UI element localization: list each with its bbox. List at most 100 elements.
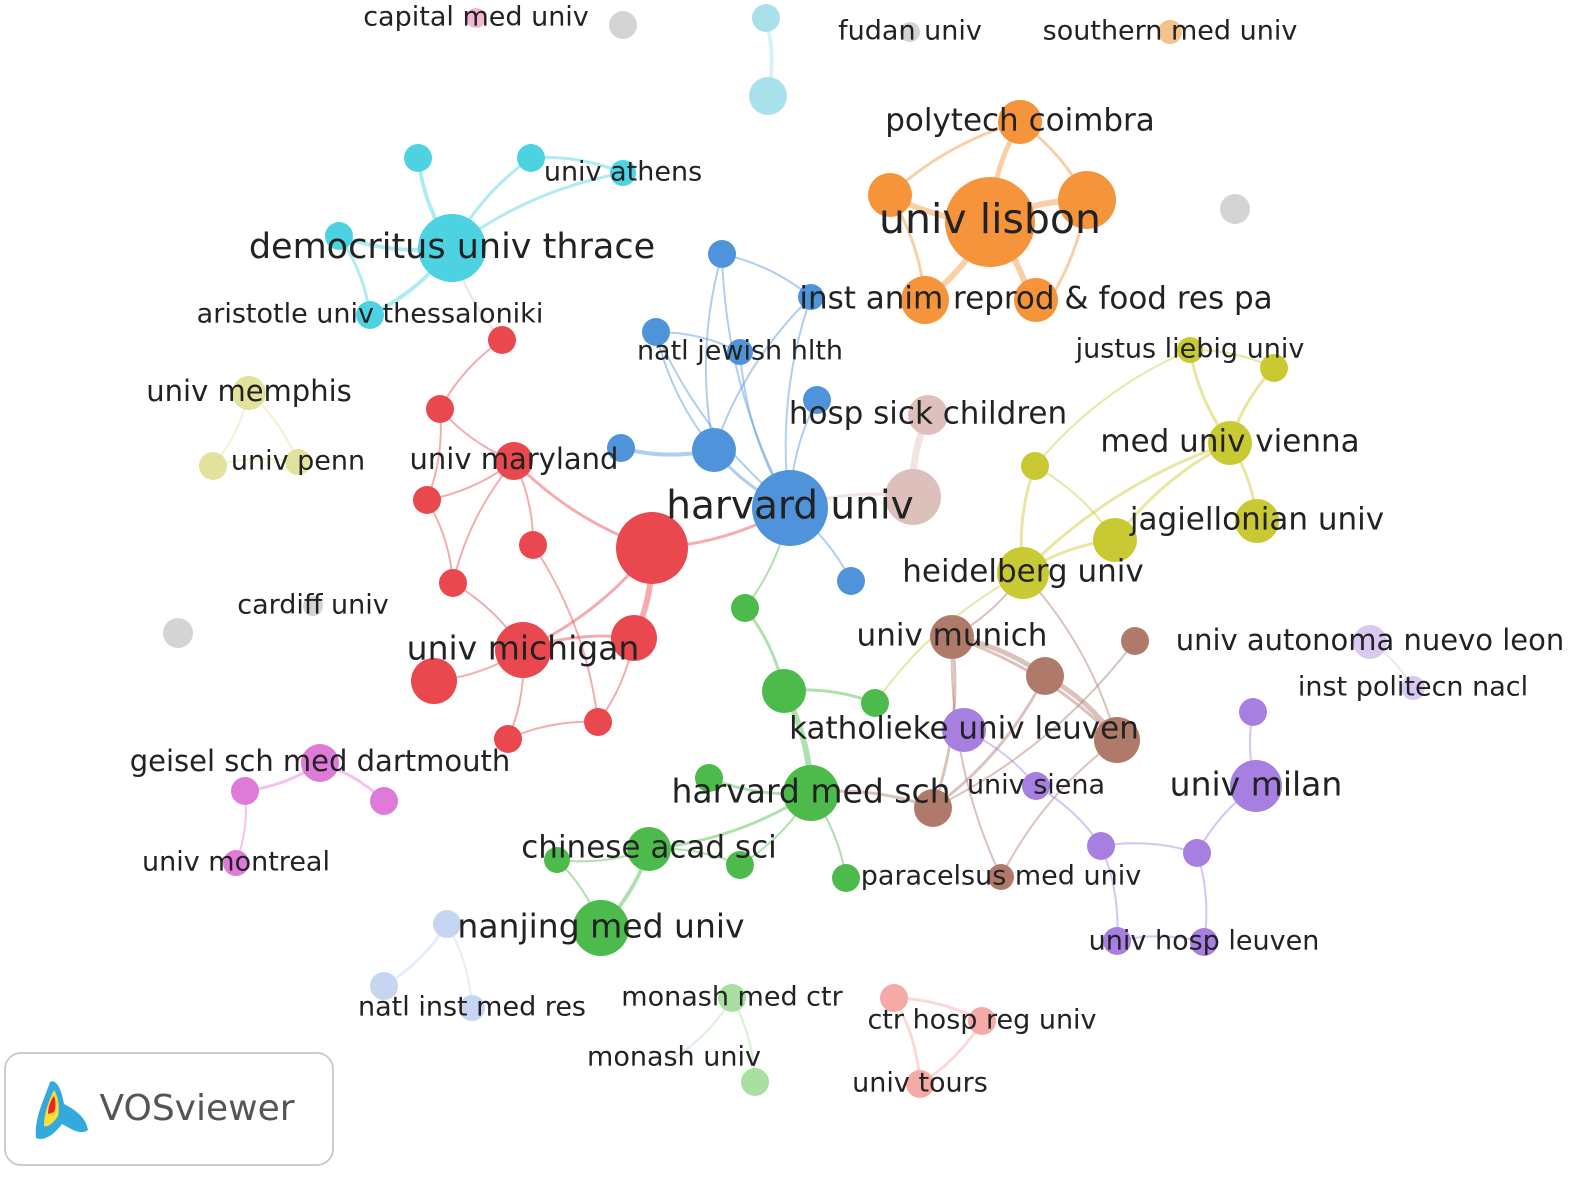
node: [459, 995, 485, 1021]
edge: [950, 636, 1002, 878]
node: [519, 531, 547, 559]
node: [199, 452, 227, 480]
node: [861, 689, 889, 717]
logo-icon: [48, 1096, 56, 1114]
node: [741, 1068, 769, 1096]
node-label: justus liebig univ: [1075, 334, 1305, 365]
node: [880, 984, 908, 1012]
node: [731, 594, 759, 622]
node: [942, 708, 986, 752]
node-label: univ montreal: [142, 847, 330, 878]
node: [285, 449, 311, 475]
node-label: med univ vienna: [1100, 424, 1359, 460]
node-label: univ hosp leuven: [1089, 926, 1320, 957]
node: [752, 4, 780, 32]
node-label: capital med univ: [363, 2, 589, 33]
node: [695, 764, 723, 792]
node: [727, 339, 753, 365]
labels: capital med univ fudan univ southern med u…: [130, 2, 1565, 1099]
edge: [713, 296, 812, 451]
node: [1177, 337, 1203, 363]
node-label: inst anim reprod & food res pa: [799, 281, 1272, 317]
node: [718, 984, 746, 1012]
node: [301, 744, 339, 782]
node: [627, 827, 671, 871]
node: [726, 851, 754, 879]
node-label: hosp sick children: [789, 396, 1067, 432]
node: [868, 173, 912, 217]
node: [998, 100, 1042, 144]
node-label: monash med ctr: [621, 982, 843, 1013]
node: [495, 442, 533, 480]
node: [1058, 171, 1116, 229]
node: [1103, 927, 1131, 955]
node-label: univ lisbon: [879, 195, 1101, 243]
node: [466, 8, 486, 28]
node: [1235, 499, 1279, 543]
node: [1158, 20, 1182, 44]
node: [930, 615, 974, 659]
node: [404, 144, 432, 172]
node-label: democritus univ thrace: [249, 227, 655, 267]
node: [223, 850, 249, 876]
node: [607, 434, 635, 462]
logo-box: [4, 1052, 334, 1166]
node-label: cardiff univ: [237, 590, 389, 621]
node-label: nanjing med univ: [457, 907, 744, 946]
node-label: katholieke univ leuven: [789, 711, 1139, 747]
edge: [704, 253, 723, 451]
node: [837, 567, 865, 595]
node: [906, 1070, 934, 1098]
node-label: natl jewish hlth: [637, 336, 843, 367]
logo-text: VOSviewer: [99, 1088, 294, 1129]
node-label: harvard univ: [666, 484, 913, 529]
node-label: ctr hosp reg univ: [867, 1005, 1096, 1036]
edge: [1034, 349, 1191, 467]
node: [1353, 625, 1387, 659]
node: [1260, 354, 1288, 382]
node: [616, 512, 688, 584]
node: [885, 469, 941, 525]
node-label: univ siena: [967, 770, 1105, 801]
node: [1239, 698, 1267, 726]
node: [439, 569, 467, 597]
node: [325, 222, 353, 250]
node: [1021, 452, 1049, 480]
edge: [1021, 441, 1231, 575]
node: [1230, 760, 1282, 812]
node: [803, 386, 831, 414]
node-label: univ munich: [857, 618, 1048, 654]
node: [914, 789, 952, 827]
node: [1183, 839, 1211, 867]
node: [642, 318, 670, 346]
node: [488, 326, 516, 354]
node: [968, 1007, 996, 1035]
node-label: jagiellonian univ: [1129, 502, 1384, 538]
node-label: univ michigan: [407, 629, 640, 668]
node-label: univ athens: [544, 157, 702, 188]
node-label: univ autonoma nuevo leon: [1176, 623, 1565, 657]
node: [749, 77, 787, 115]
edge: [721, 253, 812, 298]
edge: [452, 460, 515, 584]
node: [1190, 928, 1218, 956]
node: [1093, 518, 1137, 562]
node: [370, 972, 398, 1000]
node-label: inst politecn nacl: [1298, 672, 1528, 703]
node-label: univ milan: [1170, 765, 1343, 804]
node-label: natl inst med res: [358, 992, 586, 1023]
node: [783, 765, 839, 821]
edge: [532, 544, 599, 723]
node: [573, 900, 629, 956]
node-label: univ memphis: [146, 374, 352, 408]
node-label: aristotle univ thessaloniki: [197, 299, 544, 330]
node: [584, 708, 612, 736]
node: [692, 428, 736, 472]
node: [1087, 832, 1115, 860]
node: [413, 486, 441, 514]
node: [611, 615, 657, 661]
node-label: geisel sch med dartmouth: [130, 744, 511, 778]
logo: VOSviewer: [4, 1052, 334, 1166]
node-label: monash univ: [587, 1042, 761, 1073]
